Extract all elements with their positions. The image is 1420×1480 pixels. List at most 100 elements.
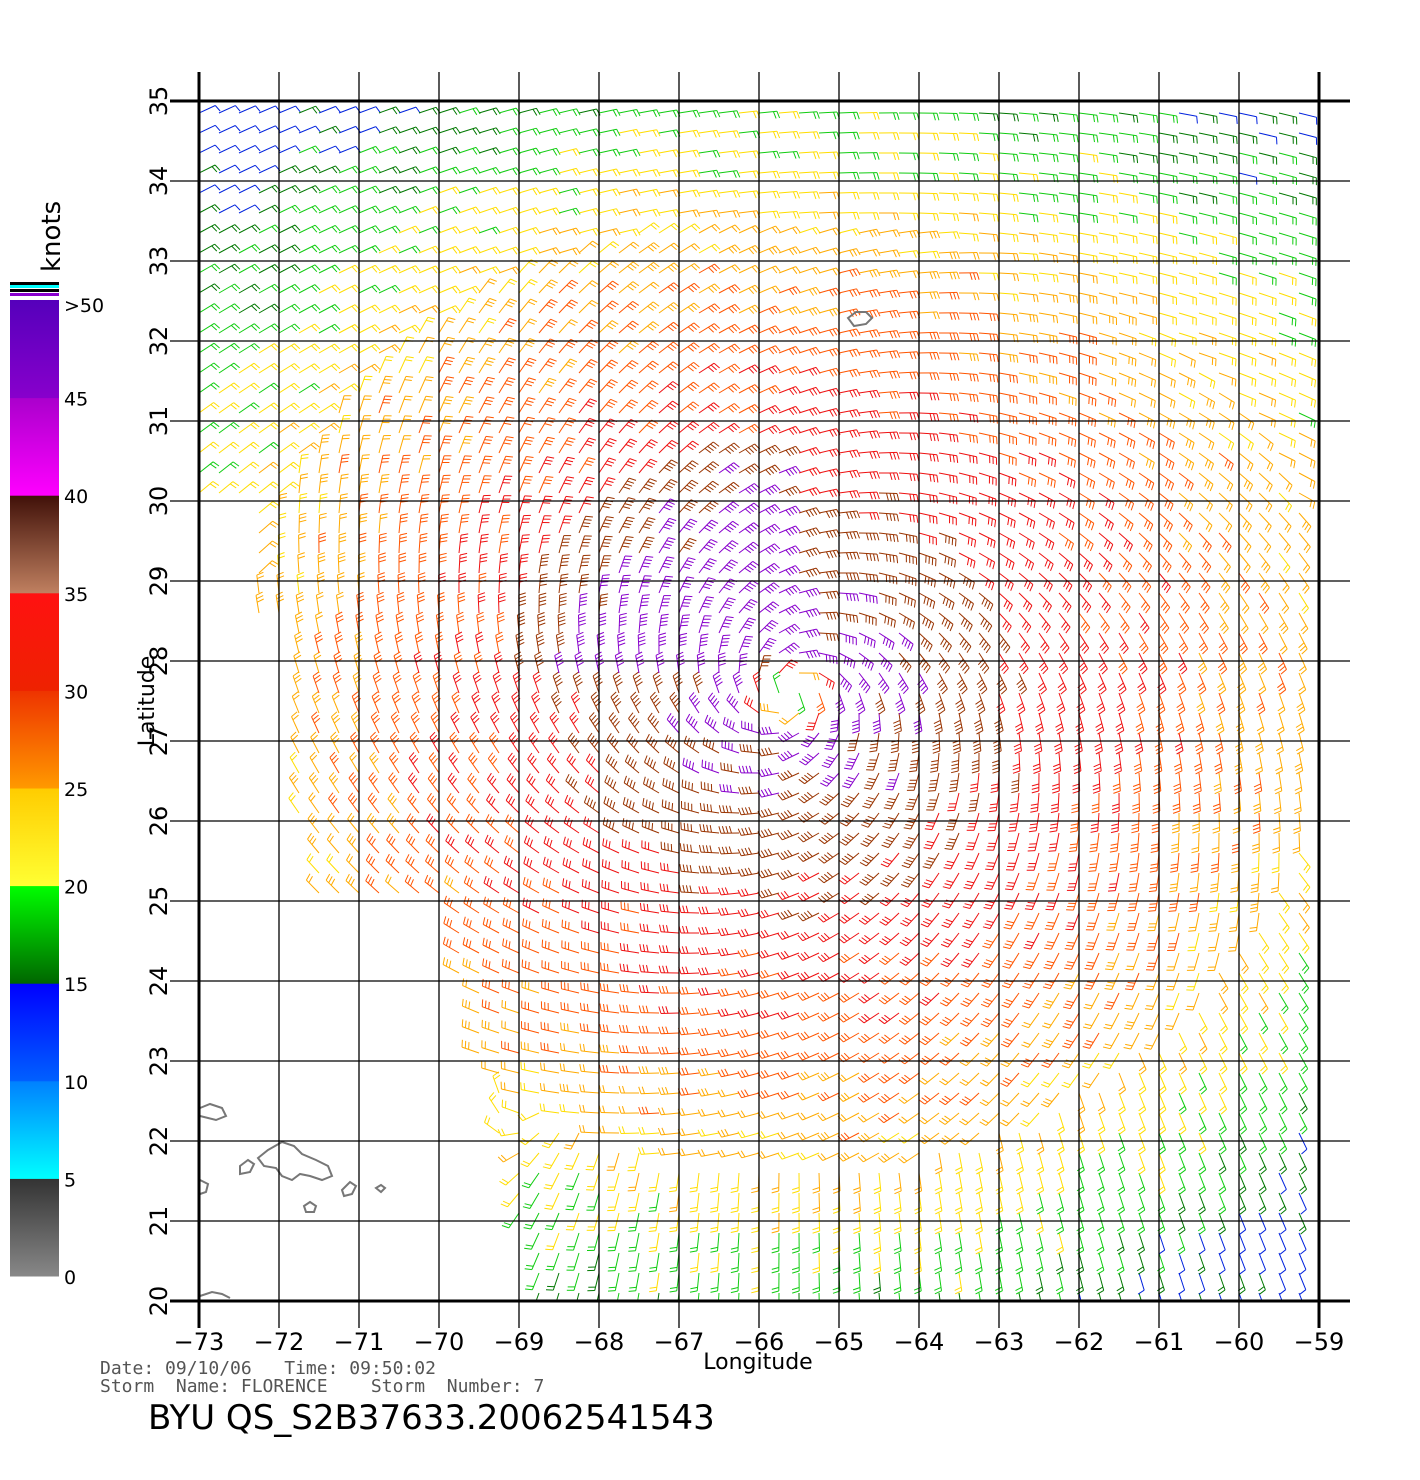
wind-barb-flag [508,732,515,739]
wind-barb-flag [1137,1246,1144,1252]
wind-barb [968,932,980,948]
wind-barb [986,1072,1000,1087]
wind-barb-flag [527,752,533,760]
wind-barb [1089,1032,1100,1049]
wind-barb-flag [1242,1028,1249,1035]
wind-barb-flag [1160,1069,1167,1075]
wind-barb-flag [651,802,654,810]
wind-barb-flag [887,874,895,880]
wind-barb-flag [1149,903,1157,905]
wind-barb-flag [777,933,783,940]
wind-barb-flag [1297,729,1305,735]
wind-barb-flag [1180,1068,1187,1075]
wind-barb-flag [1185,1009,1194,1011]
wind-barb-flag [525,919,528,928]
wind-barb [1238,1112,1248,1130]
wind-barb-flag [638,1127,642,1135]
wind-barb-flag [954,1266,962,1271]
wind-barb [934,772,940,791]
wind-barb-flag [922,959,930,965]
wind-barb-flag [1219,1269,1226,1275]
wind-barb-flag [1279,1165,1286,1172]
wind-barb-flag [983,981,991,986]
wind-barb [350,736,360,754]
wind-barb [696,1232,700,1251]
wind-barb [522,904,540,914]
wind-barb [865,892,880,906]
wind-barb-flag [1102,1046,1111,1050]
wind-barb-flag [392,671,400,677]
wind-barb-flag [702,845,705,853]
wind-barb [681,786,700,794]
wind-barb [561,1049,580,1054]
wind-barb-flag [661,1147,666,1155]
wind-barb-flag [946,880,954,883]
wind-barb-flag [370,878,375,886]
wind-barb-flag [351,691,359,697]
wind-barb [311,716,320,734]
wind-barb-flag [1009,810,1017,813]
wind-barb-flag [846,853,854,859]
wind-barb-flag [599,1024,602,1032]
wind-barb-flag [704,947,709,955]
wind-barb [1194,912,1200,931]
wind-barb-flag [1219,1189,1227,1195]
wind-barb-flag [465,813,470,821]
wind-barb-flag [326,833,332,840]
wind-barb [464,882,480,894]
wind-barb-flag [613,761,618,769]
wind-barb-flag [1131,823,1139,827]
wind-barb [717,1292,720,1301]
wind-barb [571,1172,580,1190]
wind-barb-flag [858,998,865,1004]
wind-barb [1258,852,1260,872]
wind-barb-flag [887,816,896,820]
wind-barb-flag [729,785,732,793]
wind-barb-flag [961,944,969,949]
wind-barb-flag [847,761,855,764]
wind-barb-flag [886,801,895,804]
wind-barb-flag [614,720,620,728]
wind-barb-flag [885,804,893,807]
wind-barb-flag [1190,867,1198,870]
wind-barb-flag [721,887,726,895]
wind-barb-flag [821,798,829,804]
wind-barb-flag [1116,1286,1124,1292]
wind-barb-flag [646,964,649,973]
wind-barb-flag [528,775,534,783]
wind-barb-flag [962,925,970,929]
wind-barb-flag [787,909,793,917]
wind-barb-flag [690,844,693,852]
wind-barb-flag [721,907,726,915]
wind-barb [1138,1252,1145,1271]
wind-barb-flag [314,697,321,704]
wind-barb [707,698,720,714]
wind-barb [721,746,740,754]
wind-barb-flag [960,1022,968,1027]
wind-barb-flag [567,776,573,784]
wind-barb-flag [435,677,442,684]
wind-barb-flag [689,1230,698,1233]
wind-barb [924,1072,940,1085]
wind-barb-flag [468,1001,471,1009]
wind-barb-flag [730,764,733,772]
wind-barb-flag [877,1157,885,1163]
wind-barb-flag [658,1006,662,1014]
wind-barb-flag [737,869,742,877]
wind-barb-flag [626,964,629,972]
wind-barb-flag [1116,1266,1124,1272]
wind-barb-flag [1116,726,1124,732]
wind-barb-flag [861,996,868,1002]
wind-barb [481,1026,500,1034]
wind-barb-flag [1098,1129,1106,1135]
wind-barb-flag [1048,850,1056,852]
wind-barb-flag [730,1190,738,1193]
wind-barb-flag [1077,1146,1084,1152]
wind-barb-flag [1028,830,1037,833]
wind-barb [1193,952,1200,971]
wind-barb-flag [1136,1266,1144,1272]
wind-barb-flag [919,962,927,967]
wind-barb-flag [787,789,793,797]
wind-barb [1138,812,1140,832]
wind-barb-flag [1015,1246,1023,1252]
